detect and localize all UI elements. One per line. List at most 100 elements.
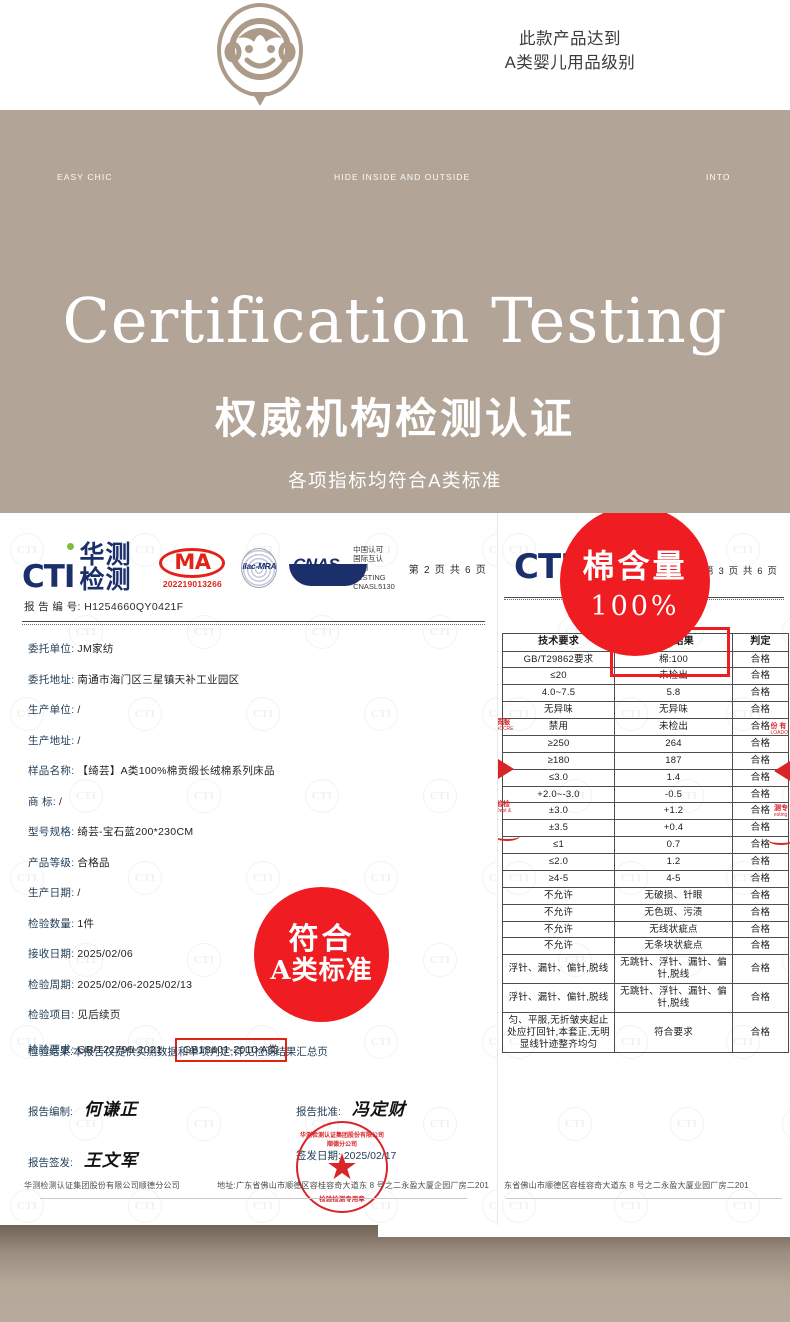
watermark-cti-mark: CTI (558, 1107, 592, 1141)
side-stamp-left-2-sub: Dept & (497, 808, 512, 815)
cotton-stamp-line1: 棉含量 (582, 546, 688, 585)
documents-area: CTICTICTICTICTICTICTICTICTICTICTICTICTIC… (0, 513, 790, 1225)
table-cell: ≤3.0 (502, 768, 615, 787)
table-cell: 合格 (732, 650, 789, 669)
cnas-swoosh-icon (289, 564, 368, 586)
watermark-cti-mark: CTI (423, 1107, 457, 1141)
report-field-label: 生产单位: (28, 704, 75, 716)
table-cell: 无线状疵点 (614, 920, 733, 939)
watermark-cti-mark: CTI (482, 1189, 497, 1223)
report-field-value: 2025/02/06-2025/02/13 (77, 978, 193, 991)
header-tagline-line2: A类婴儿用品级别 (504, 53, 636, 72)
table-row[interactable]: 不允许 无破损、针眼 合格 (502, 886, 789, 905)
baby-face-icon (208, 2, 312, 108)
report-footer-divider (40, 1198, 467, 1199)
table-cell: 无异味 (502, 701, 615, 719)
report-approved-signature: 冯定财 (351, 1100, 406, 1120)
table-cell: 无跳针、浮针、漏针、偏针,脱线 (614, 983, 733, 1013)
report3-footer-divider (506, 1198, 782, 1199)
table-row[interactable]: ±3.0 +1.2 合格 (502, 802, 789, 821)
banner-tag-1: EASY CHIC (57, 172, 113, 182)
table-row[interactable]: ±3.5 +0.4 合格 (502, 819, 789, 838)
report-field-label: 生产地址: (28, 734, 75, 747)
report-requirement-field: 检验要求: GB/T22796-2021、 GB18401-2010 A类 (28, 1037, 487, 1069)
table-row[interactable]: ≤2.0 1.2 合格 (502, 853, 789, 871)
table-cell: 不允许 (502, 937, 615, 956)
test-result-table[interactable]: 技术要求检测结果判定GB/T29862要求棉:100合格≤20未检出合格4.0~… (502, 633, 789, 1054)
table-cell: 未检出 (614, 667, 733, 686)
side-stamp-fragment-right-2: 测专 esting (774, 805, 788, 819)
header-tagline: 此款产品达到 A类婴儿用品级别 (420, 28, 720, 76)
table-cell: 187 (614, 751, 733, 770)
table-row[interactable]: ≥180 187 合格 (502, 751, 789, 770)
table-row[interactable]: 禁用 未检出 合格 (502, 718, 789, 736)
table-cell: ≤20 (502, 667, 615, 686)
report-field-value: 南通市海门区三星镇天补工业园区 (77, 673, 240, 686)
table-cell: 合格 (732, 886, 789, 905)
ma-seal-label: MA (159, 547, 226, 578)
report-field-value: 1件 (77, 917, 95, 930)
report-field-label: 型号规格: (28, 826, 75, 838)
side-stamp-right-2-sub: esting (774, 812, 788, 819)
report-issued-label: 报告签发: (28, 1157, 73, 1169)
cti-logo-dot (67, 543, 74, 550)
report3-footer-address: 东省佛山市顺德区容桂容奇大道东 8 号之二永盈大厦业园厂房二201 (504, 1181, 749, 1190)
report-field-label: 商 标: (28, 795, 57, 808)
page-header: 此款产品达到 A类婴儿用品级别 (0, 0, 790, 110)
test-report-page-2[interactable]: CTICTICTICTICTICTICTICTICTICTICTICTICTIC… (0, 513, 497, 1225)
table-row[interactable]: GB/T29862要求 棉:100 合格 (502, 650, 789, 669)
report-field: 样品名称: 【绮芸】A类100%棉贡缎长绒棉系列床品 (28, 763, 487, 794)
table-row[interactable]: 浮针、漏针、偏针,脱线 无跳针、浮针、漏针、偏针,脱线 合格 (502, 954, 789, 984)
report-field: 生产地址: / (28, 733, 487, 764)
report-field: 型号规格: 绮芸-宝石蓝200*230CM (28, 824, 487, 855)
cti-logo-chinese: 华测检测 (79, 541, 132, 594)
report-number-value: H1254660QY0421F (84, 601, 184, 613)
table-cell: 合格 (732, 734, 789, 753)
table-cell: 无色斑、污渍 (614, 903, 733, 922)
report-field: 委托单位: JM家纺 (28, 641, 487, 672)
report-footer-company: 华测检测认证集团股份有限公司顺德分公司 (24, 1181, 180, 1190)
table-row[interactable]: 浮针、漏针、偏针,脱线 无跳针、浮针、漏针、偏针,脱线 合格 (502, 983, 789, 1013)
report-requirement-label: 检验要求: (28, 1043, 75, 1056)
ma-seal-number: 202219013266 (162, 578, 222, 589)
table-row[interactable]: 4.0~7.5 5.8 合格 (502, 684, 789, 703)
conform-stamp-line1: 符合 (288, 922, 355, 958)
table-row[interactable]: ≤3.0 1.4 合格 (502, 768, 789, 787)
table-row[interactable]: ≥4-5 4-5 合格 (502, 869, 789, 888)
table-cell: 无跳针、浮针、漏针、偏针,脱线 (614, 954, 733, 984)
cnas-code-line: TESTING (353, 572, 386, 582)
table-cell: 浮针、漏针、偏针,脱线 (502, 954, 615, 984)
cotton-content-stamp: 棉含量 100% (560, 513, 710, 656)
table-row[interactable]: ≥250 264 合格 (502, 734, 789, 753)
table-cell: 合格 (732, 785, 789, 804)
cnas-code-line: 中国认可 (353, 544, 384, 554)
report-standard-highlight: GB18401-2010 A类 (174, 1037, 287, 1062)
table-row[interactable]: ≤20 未检出 合格 (502, 667, 789, 686)
bottom-white-strip (378, 1225, 790, 1237)
banner-chinese-subtitle: 各项指标均符合A类标准 (288, 470, 502, 491)
table-row[interactable]: 无异味 无异味 合格 (502, 701, 789, 719)
table-row[interactable]: 不允许 无条块状疵点 合格 (502, 937, 789, 956)
test-report-page-3[interactable]: CTI CTI CTI CTI CTI CTI CTI CTI CTI CTI CTI CTI CTI C… (497, 513, 790, 1225)
table-row[interactable]: 不允许 无线状疵点 合格 (502, 920, 789, 939)
side-stamp-arc-right (768, 835, 790, 845)
report-field-value: 见后续页 (77, 1009, 121, 1021)
report-footer-address: 地址:广东省佛山市顺德区容桂容奇大道东 8 号之二永盈大厦企园厂房二201 (217, 1181, 489, 1190)
report-field-value: JM家纺 (77, 643, 114, 655)
watermark-cti-mark: CTI (782, 1107, 790, 1141)
table-row[interactable]: +2.0~-3.0 -0.5 合格 (502, 785, 789, 804)
table-cell: ≥250 (502, 734, 615, 753)
table-cell: 禁用 (502, 718, 615, 736)
table-cell: 合格 (732, 920, 789, 939)
table-cell: 不允许 (502, 886, 615, 905)
conform-stamp-line2: A类标准 (270, 955, 373, 986)
table-row[interactable]: 不允许 无色斑、污渍 合格 (502, 903, 789, 922)
table-cell: 匀、平服,无折皱夹起止处应打回针,本套正,无明显线针迹整齐均匀 (502, 1011, 615, 1054)
side-stamp-arrow-left (498, 759, 514, 779)
report3-page-number: 第 3 页 共 6 页 (704, 566, 778, 577)
table-row[interactable]: ≤1 0.7 合格 (502, 836, 789, 854)
table-row[interactable]: 匀、平服,无折皱夹起止处应打回针,本套正,无明显线针迹整齐均匀 符合要求 合格 (502, 1011, 789, 1054)
ilac-mra-label: ilac-MRA (242, 561, 277, 571)
table-cell: 合格 (732, 667, 789, 686)
header-tagline-line1: 此款产品达到 (519, 30, 621, 48)
